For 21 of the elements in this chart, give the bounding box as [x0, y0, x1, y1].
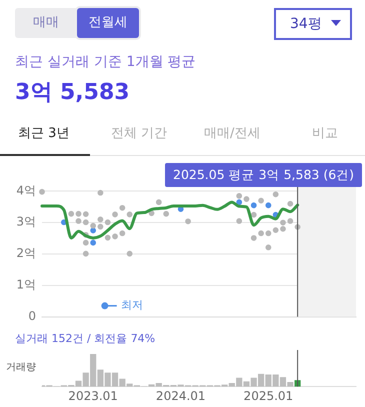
- y-tick-label: 0: [28, 308, 36, 323]
- y-tick-label: 1억: [16, 278, 36, 292]
- x-tick-label: 2023.01: [68, 388, 118, 403]
- y-tick-label: 2억: [16, 246, 36, 260]
- y-axis-title: 거래량: [6, 361, 36, 374]
- chart-subtitle: 최근 실거래 기준 1개월 평균: [15, 53, 196, 71]
- text: 매매: [15, 8, 77, 38]
- text: 실거래 152건 / 회전율 74%: [15, 331, 156, 346]
- text: 매매/전세: [204, 125, 260, 142]
- text: 전월세: [77, 8, 139, 38]
- text: 전체 기간: [111, 125, 168, 142]
- text: 최근 3년: [18, 125, 70, 142]
- x-tick-label: 2024.01: [156, 388, 206, 403]
- text: 비교: [312, 125, 338, 142]
- legend-label: 최저: [120, 298, 143, 312]
- text: 34평: [274, 8, 352, 40]
- annotation: 2025.05 평균 3억 5,583 (6건): [165, 163, 362, 188]
- y-tick-label: 3억: [16, 214, 36, 229]
- y-tick-label: 4억: [16, 183, 36, 198]
- chart-title: 3억 5,583: [15, 79, 130, 107]
- x-tick-label: 2025.01: [244, 388, 294, 403]
